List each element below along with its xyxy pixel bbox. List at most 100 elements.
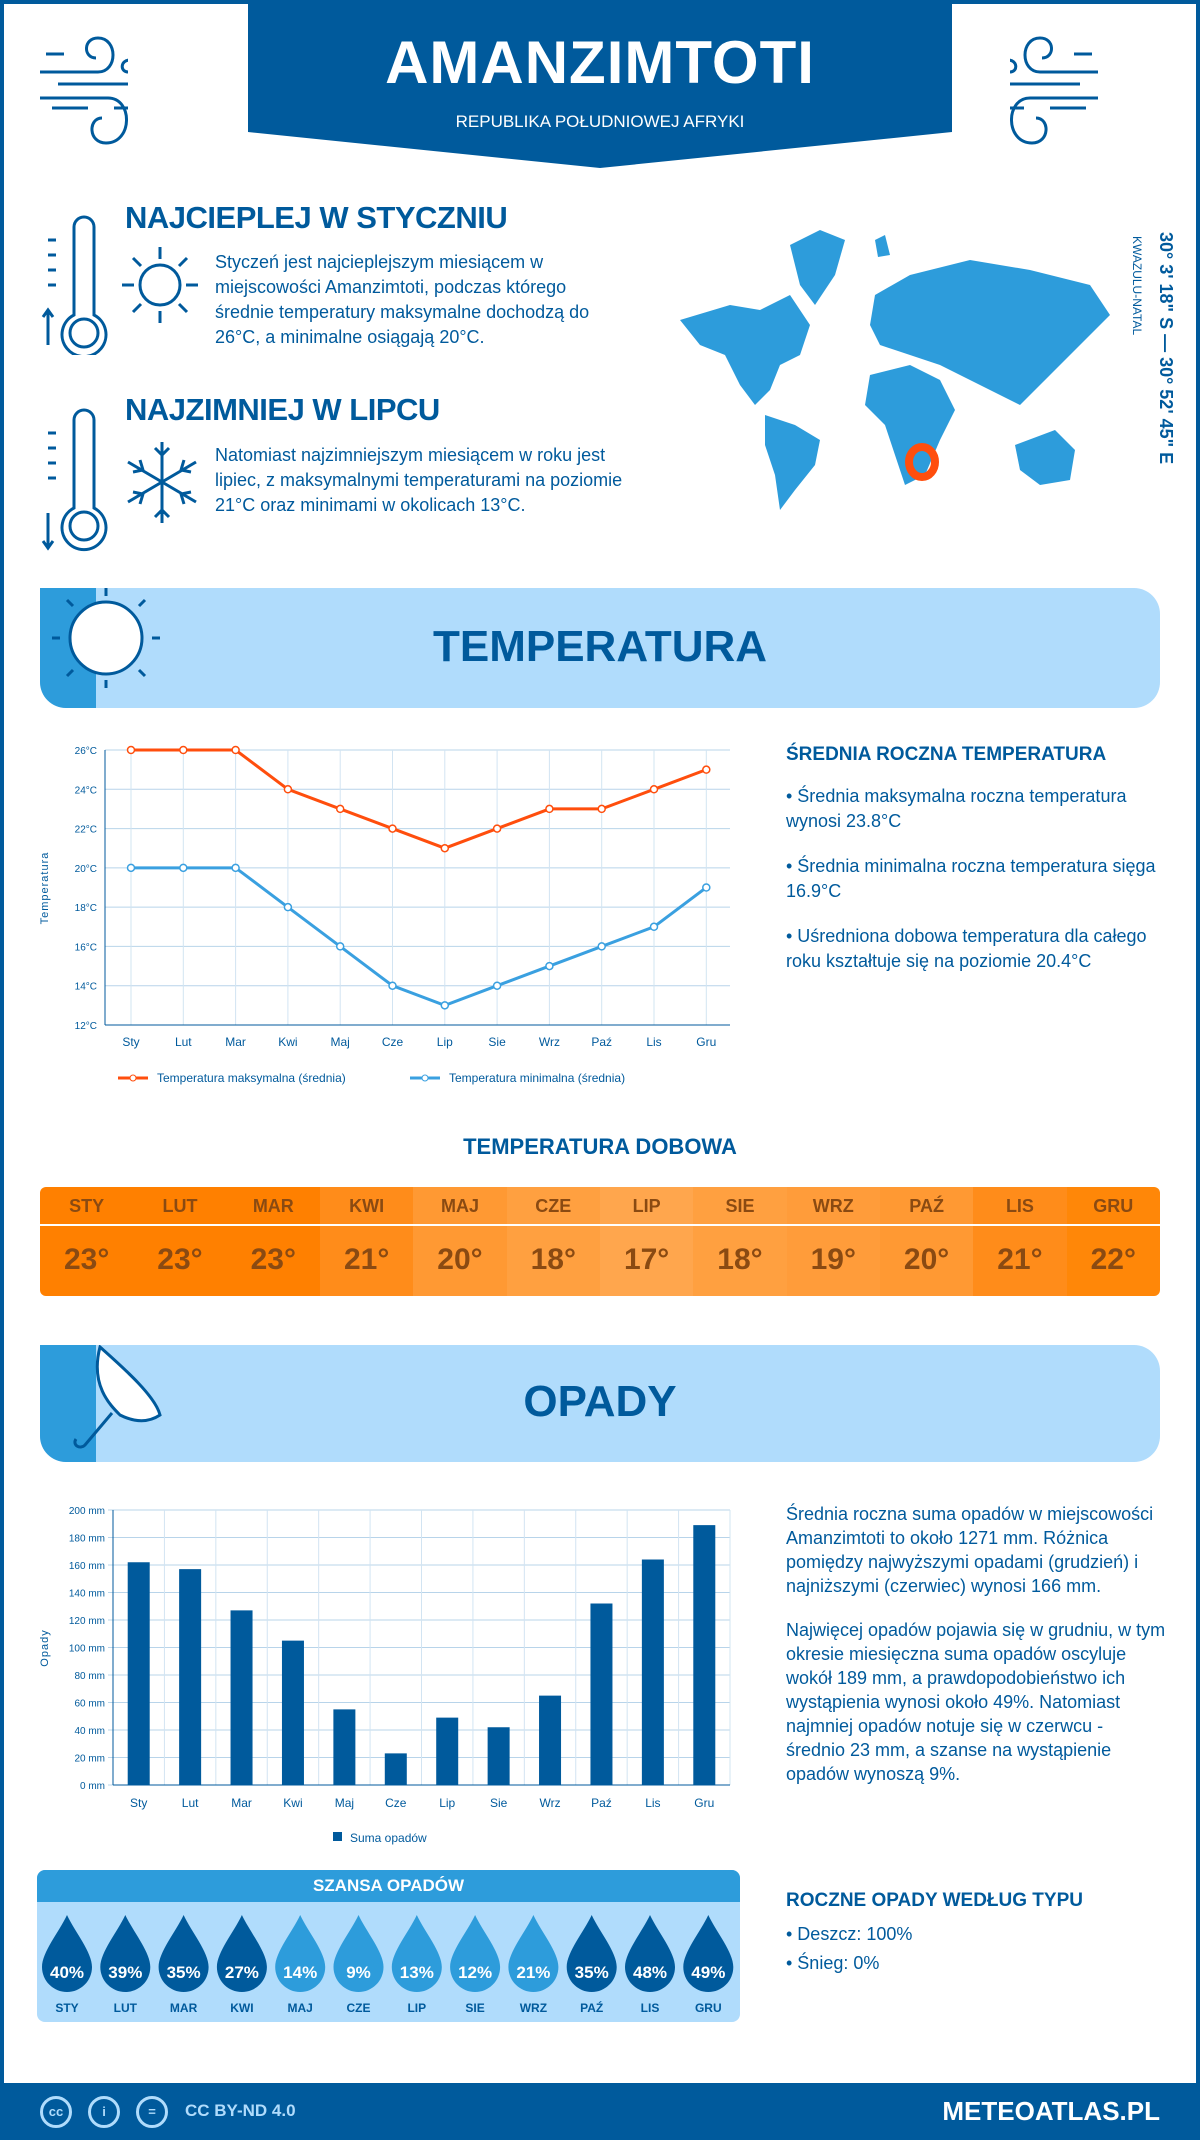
- header-banner: [248, 0, 952, 168]
- bar: [436, 1717, 459, 1785]
- y-tick-label: 20°C: [75, 864, 97, 875]
- by-icon: i: [88, 2096, 120, 2128]
- daily-column: CZE 18°: [506, 1187, 600, 1296]
- page-subtitle: REPUBLIKA POŁUDNIOWEJ AFRYKI: [455, 112, 745, 131]
- data-point: [702, 765, 711, 774]
- x-tick-label: Maj: [331, 1035, 350, 1049]
- y-tick-label: 100 mm: [69, 1644, 105, 1655]
- chance-drops: 40% STY 39% LUT 35% MAR 27% KWI 14% MAJ 9% CZE 13% LI…: [42, 1915, 734, 2015]
- chance-value: 40%: [50, 1963, 84, 1982]
- chance-month: LIS: [641, 2001, 660, 2015]
- precip-text: Najwięcej opadów pojawia się w grudniu, …: [786, 1620, 1166, 1784]
- chance-month: SIE: [465, 2001, 484, 2015]
- chance-month: STY: [55, 2001, 78, 2015]
- month-label: MAJ: [413, 1187, 507, 1226]
- daily-temperature-table: STY 23° LUT 23° MAR 23° KWI 21° MAJ 20° CZE 18° LIP 1…: [40, 1187, 1160, 1296]
- data-point: [231, 863, 240, 873]
- daily-column: STY 23°: [40, 1187, 134, 1296]
- x-tick-label: Sie: [490, 1796, 508, 1810]
- month-label: LIS: [973, 1187, 1067, 1226]
- data-point: [283, 902, 293, 912]
- y-tick-label: 80 mm: [74, 1671, 105, 1682]
- data-point: [702, 883, 711, 892]
- x-tick-label: Paź: [591, 1035, 612, 1049]
- types-heading: ROCZNE OPADY WEDŁUG TYPU: [786, 1890, 1083, 1911]
- bar: [487, 1727, 510, 1785]
- daily-temp-value: 18°: [717, 1243, 763, 1276]
- daily-temp-value: 21°: [997, 1243, 1043, 1276]
- daily-column: KWI 21°: [319, 1187, 414, 1296]
- y-tick-label: 12°C: [75, 1021, 97, 1032]
- chance-value: 9%: [346, 1963, 371, 1982]
- raindrop-icon: [566, 1915, 617, 1992]
- x-tick-label: Lip: [437, 1035, 453, 1049]
- x-tick-label: Gru: [696, 1035, 716, 1049]
- precipitation-chart: 0 mm 20 mm 40 mm 60 mm 80 mm 100 mm 120 mm 140 …: [39, 1506, 731, 1845]
- legend-swatch: [333, 1832, 342, 1841]
- y-tick-label: 18°C: [75, 903, 97, 914]
- cc-icon: cc: [40, 2096, 72, 2128]
- data-point: [283, 785, 293, 794]
- month-label: CZE: [506, 1187, 600, 1226]
- temperature-summary: ŚREDNIA ROCZNA TEMPERATURA • Średnia mak…: [786, 744, 1156, 994]
- bar: [230, 1610, 253, 1785]
- chance-month: GRU: [695, 2001, 722, 2015]
- data-point: [597, 804, 606, 814]
- location-marker: [905, 443, 939, 481]
- data-point: [545, 804, 554, 814]
- daily-column: GRU 22°: [1066, 1187, 1160, 1296]
- bar: [333, 1709, 356, 1785]
- daily-temp-value: 22°: [1090, 1243, 1136, 1276]
- chance-heading: SZANSA OPADÓW: [37, 1870, 740, 1902]
- chance-month: CZE: [347, 2001, 371, 2015]
- x-tick-label: Lis: [645, 1796, 660, 1810]
- x-tick-label: Lis: [646, 1035, 661, 1049]
- x-tick-label: Kwi: [278, 1035, 297, 1049]
- daily-temp-value: 17°: [623, 1243, 670, 1276]
- y-tick-label: 26°C: [75, 746, 97, 757]
- type-rain: • Deszcz: 100%: [786, 1924, 913, 1944]
- daily-temp-value: 23°: [250, 1243, 296, 1276]
- world-map: [680, 230, 1110, 510]
- y-tick-label: 24°C: [75, 785, 97, 796]
- data-point: [126, 863, 136, 873]
- raindrop-icon: [625, 1915, 675, 1992]
- month-label: KWI: [319, 1187, 414, 1226]
- coldest-text: Natomiast najzimniejszym miesiącem w rok…: [215, 445, 623, 515]
- x-tick-label: Maj: [335, 1796, 354, 1810]
- y-tick-label: 140 mm: [69, 1589, 105, 1600]
- x-tick-label: Lut: [175, 1035, 192, 1049]
- month-label: LUT: [133, 1187, 227, 1226]
- type-snow: • Śnieg: 0%: [786, 1953, 880, 1973]
- bar: [693, 1525, 716, 1785]
- data-point: [335, 804, 345, 814]
- site-link[interactable]: METEOATLAS.PL: [942, 2096, 1160, 2126]
- precipitation-title: OPADY: [523, 1377, 677, 1426]
- chance-value: 21%: [516, 1963, 550, 1982]
- sun-icon: [52, 588, 160, 688]
- raindrop-icon: [333, 1915, 384, 1992]
- y-tick-label: 60 mm: [74, 1699, 105, 1710]
- x-tick-label: Gru: [694, 1796, 714, 1810]
- data-point: [440, 843, 450, 853]
- temperature-chart: 12°C 14°C 16°C 18°C 20°C 22°C 24°C 26°C Sty Lut Ma…: [39, 745, 730, 1085]
- raindrop-icon: [158, 1915, 209, 1992]
- raindrop-icon: [216, 1915, 267, 1993]
- summary-bullet: • Średnia maksymalna roczna temperatura …: [786, 786, 1127, 831]
- summary-heading: ŚREDNIA ROCZNA TEMPERATURA: [786, 744, 1107, 765]
- y-tick-label: 40 mm: [74, 1726, 105, 1737]
- data-point: [335, 942, 345, 951]
- daily-column: LIP 17°: [599, 1187, 694, 1296]
- month-label: SIE: [693, 1187, 787, 1226]
- series-line: [131, 866, 708, 1007]
- wind-icon: [40, 36, 128, 145]
- sun-icon: [122, 247, 198, 323]
- data-point: [545, 961, 554, 971]
- summary-bullet: • Średnia minimalna roczna temperatura s…: [786, 856, 1156, 901]
- daily-temp-value: 18°: [530, 1243, 576, 1276]
- y-tick-label: 180 mm: [69, 1534, 105, 1545]
- month-label: PAŹ: [879, 1187, 974, 1226]
- chance-value: 35%: [167, 1963, 201, 1982]
- data-point: [597, 942, 606, 951]
- bar: [384, 1753, 407, 1785]
